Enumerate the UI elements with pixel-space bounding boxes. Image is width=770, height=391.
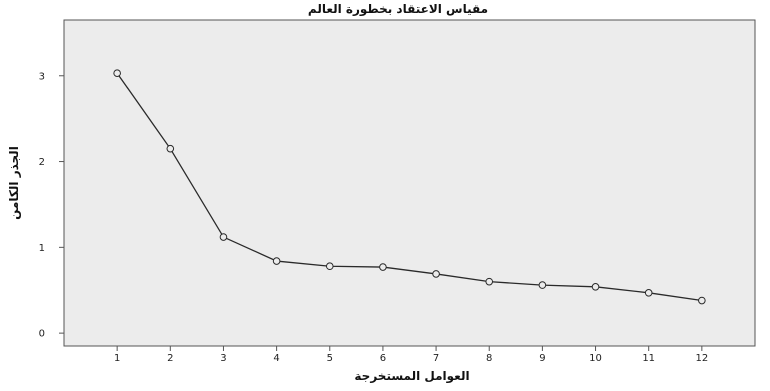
- x-tick-label: 9: [539, 353, 545, 364]
- y-axis-label: الجذر الكامن: [7, 146, 21, 220]
- data-point: [698, 296, 706, 305]
- data-point: [166, 144, 175, 153]
- data-point: [113, 69, 121, 77]
- x-tick-label: 6: [380, 353, 386, 364]
- x-tick-label: 11: [642, 353, 655, 364]
- chart-title: مقياس الاعتقاد بخطورة العالم: [308, 2, 488, 17]
- series-layer: [113, 69, 706, 305]
- x-axis-label: العوامل المستخرجة: [354, 369, 469, 384]
- x-tick-label: 10: [589, 353, 602, 364]
- y-tick-label: 3: [39, 71, 45, 82]
- x-tick-label: 3: [220, 353, 226, 364]
- data-point: [591, 283, 600, 291]
- y-tick-label: 0: [39, 329, 45, 340]
- data-point: [219, 233, 228, 241]
- x-tick-label: 1: [114, 353, 120, 364]
- data-point: [644, 289, 653, 297]
- data-point: [325, 262, 334, 271]
- x-tick-label: 4: [273, 353, 279, 364]
- plot-area: [63, 19, 756, 347]
- x-axis: 1 2 3 4 5 6 7 8 9 10 11 12: [114, 346, 708, 364]
- y-tick-label: 1: [39, 243, 45, 254]
- y-axis: 0 1 2 3: [39, 71, 64, 340]
- data-point: [272, 257, 281, 265]
- y-tick-label: 2: [39, 157, 45, 168]
- x-tick-label: 5: [327, 353, 333, 364]
- data-point: [538, 281, 547, 289]
- data-point: [379, 263, 387, 271]
- data-point: [485, 277, 494, 286]
- x-tick-label: 2: [167, 353, 173, 364]
- data-point: [432, 270, 440, 278]
- x-tick-label: 7: [433, 353, 439, 364]
- x-tick-label: 12: [695, 353, 708, 364]
- series-line: [116, 72, 702, 302]
- x-tick-label: 8: [486, 353, 492, 364]
